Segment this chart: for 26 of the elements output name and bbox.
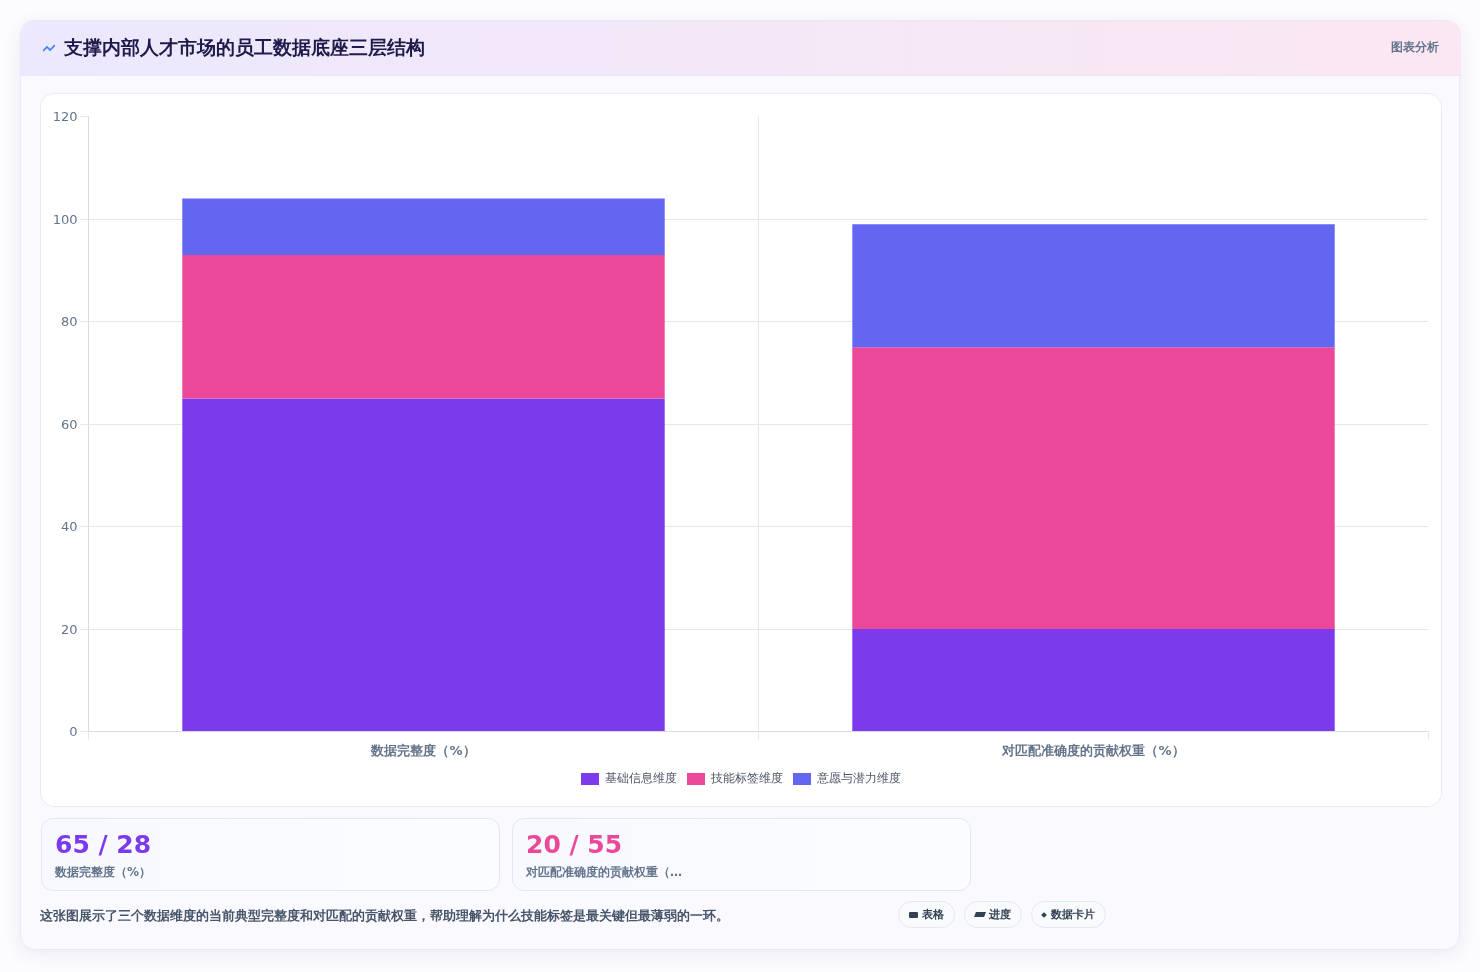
stat-card: 20 / 55 对匹配准确度的贡献权重（… (512, 818, 971, 891)
button: 表格 (898, 901, 955, 928)
legend-label: 意愿与潜力维度 (817, 770, 901, 787)
y-tick-label: 40 (60, 519, 78, 534)
y-tick-label: 120 (52, 109, 78, 124)
button: 数据卡片 (1031, 901, 1106, 928)
x-tick-label: 数据完整度（%） (370, 742, 476, 758)
chart-title: 支撑内部人才市场的员工数据底座三层结构 (64, 35, 425, 61)
y-tick-label: 80 (60, 314, 78, 329)
y-tick-label: 60 (60, 416, 78, 432)
text: 图表分析 (1391, 39, 1439, 57)
bar (852, 224, 1335, 348)
bar (182, 398, 665, 732)
bar (852, 629, 1335, 732)
y-tick-label: 0 (69, 724, 78, 739)
x-tick-label: 对匹配准确度的贡献权重（%） (1001, 742, 1185, 758)
stat-card: 65 / 28 数据完整度（%） (41, 818, 500, 891)
y-tick-label: 100 (52, 211, 78, 227)
legend-label: 技能标签维度 (711, 770, 783, 787)
bar (182, 254, 665, 399)
button: 进度 (964, 901, 1022, 928)
bar (852, 347, 1335, 629)
y-tick-label: 20 (60, 621, 78, 637)
bar (182, 198, 665, 255)
text: 这张图展示了三个数据维度的当前典型完整度和对匹配的贡献权重，帮助理解为什么技能标签是最关键但最薄弱的一环。 (40, 907, 729, 925)
legend-label: 基础信息维度 (605, 770, 677, 787)
